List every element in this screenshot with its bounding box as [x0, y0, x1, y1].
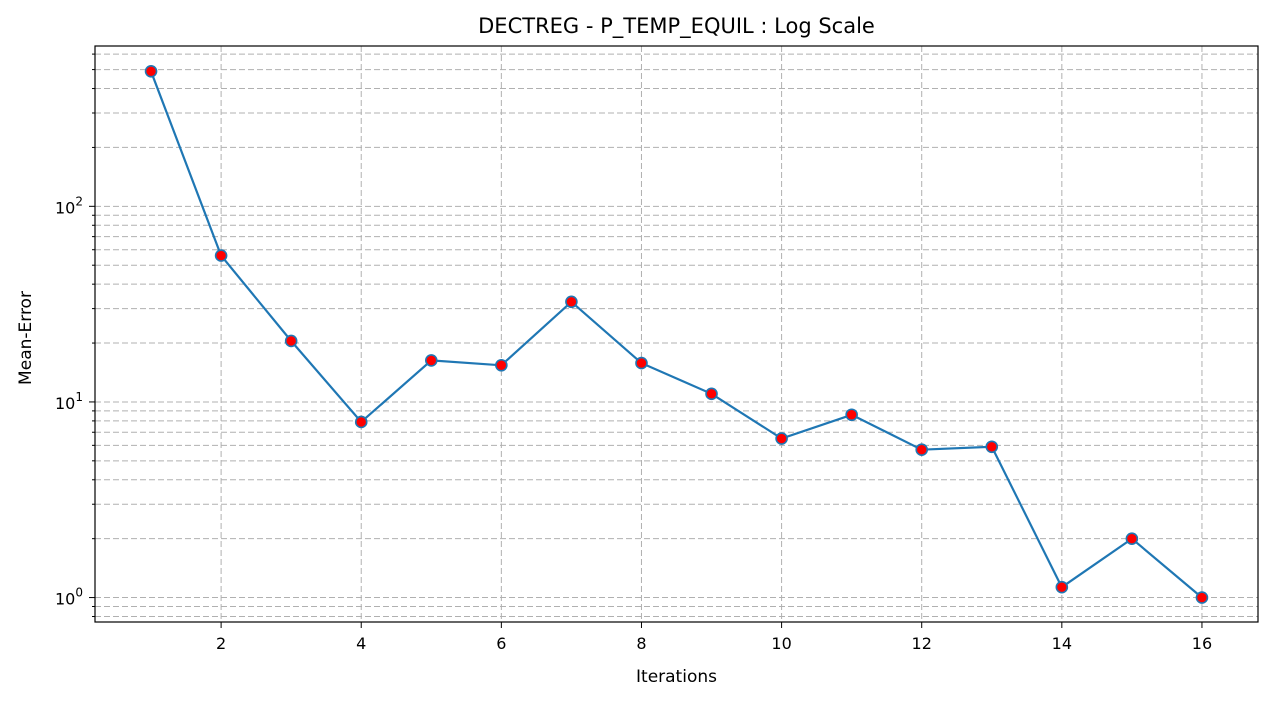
data-point — [495, 358, 508, 372]
y-tick-label: 101 — [55, 390, 83, 413]
series-markers — [144, 65, 1209, 604]
x-tick-label: 14 — [1052, 634, 1072, 653]
data-point — [214, 249, 228, 262]
x-tick-label: 4 — [356, 634, 366, 653]
grid-lines — [95, 46, 1258, 622]
data-point — [775, 432, 788, 445]
x-tick-label: 2 — [216, 634, 226, 653]
data-point — [144, 65, 158, 78]
data-point — [1055, 580, 1069, 594]
series-line-layer — [149, 70, 1203, 599]
x-axis-label: Iterations — [636, 667, 717, 687]
data-point — [354, 415, 368, 429]
data-point — [424, 354, 438, 367]
plot-frame — [94, 45, 1259, 623]
data-point — [635, 356, 648, 370]
x-tick-label: 6 — [496, 634, 506, 653]
x-tick-label: 10 — [771, 634, 791, 653]
data-point — [565, 295, 578, 309]
data-point — [845, 408, 858, 422]
axis-ticks: 2 4 6 8 10 12 14 16 100 101 102 — [55, 53, 1212, 653]
data-point — [1195, 591, 1209, 604]
y-tick-label: 100 — [55, 586, 83, 609]
x-tick-label: 12 — [912, 634, 932, 653]
data-point — [985, 440, 999, 454]
x-tick-label: 8 — [636, 634, 646, 653]
y-tick-label: 102 — [55, 194, 83, 217]
series-line — [149, 70, 1203, 599]
chart-title: DECTREG - P_TEMP_EQUIL : Log Scale — [478, 14, 875, 39]
y-axis-label: Mean-Error — [16, 291, 36, 385]
data-point — [705, 387, 718, 401]
x-tick-label: 16 — [1192, 634, 1212, 653]
data-point — [284, 334, 298, 348]
data-point — [1125, 532, 1139, 545]
data-point — [915, 443, 929, 456]
